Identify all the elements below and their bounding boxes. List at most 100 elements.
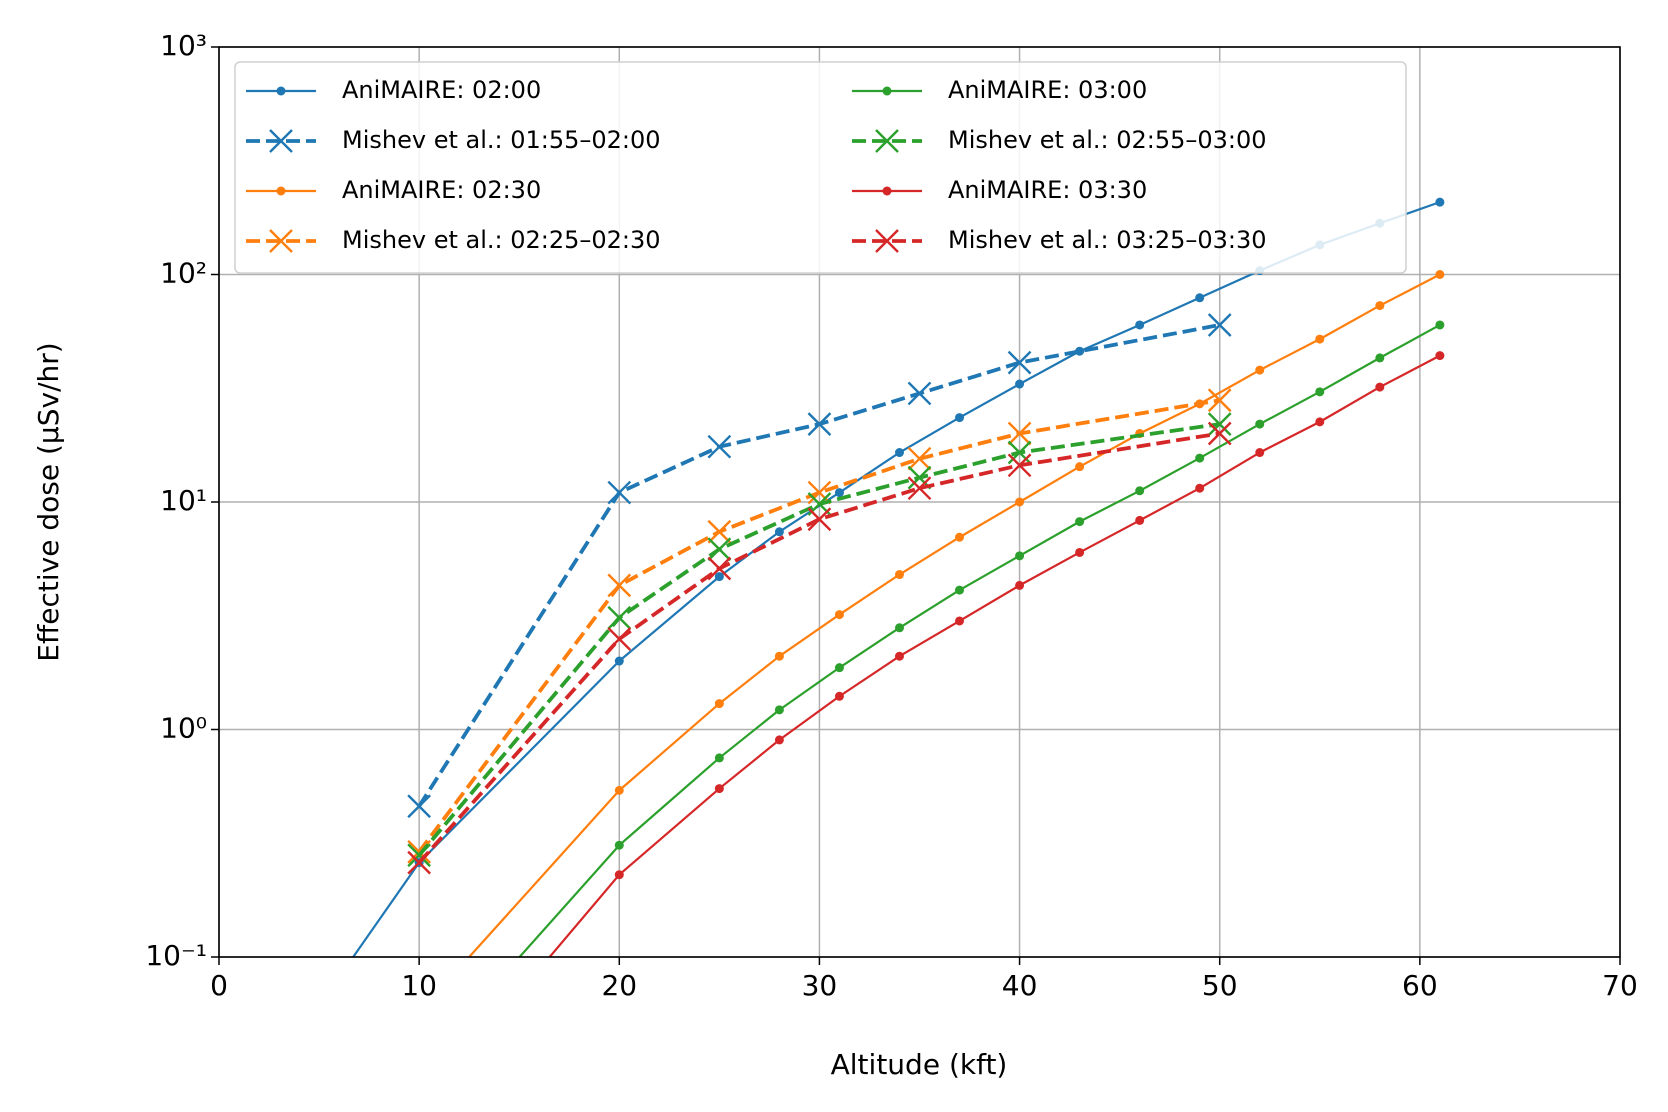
marker-dot [1435,320,1445,330]
marker-dot [1315,387,1325,397]
legend-label: Mishev et al.: 01:55–02:00 [342,126,661,154]
marker-x [607,480,632,505]
marker-dot [714,572,724,582]
marker-dot [1135,515,1145,525]
marker-x [807,412,832,436]
marker-dot [714,784,724,794]
marker-dot [1015,551,1025,561]
marker-dot [1315,417,1325,427]
marker-x [1207,313,1232,337]
marker-dot [955,413,965,423]
x-tick-label: 30 [802,969,838,1002]
marker-dot [1315,334,1325,344]
marker-x [707,519,732,544]
marker-dot [955,532,965,542]
y-axis-label: Effective dose (μSv/hr) [32,342,65,661]
x-tick-label: 40 [1002,969,1038,1002]
x-tick-label: 20 [601,969,637,1002]
marker-dot [276,186,286,196]
marker-x [407,843,431,868]
marker-x [1207,421,1232,446]
x-tick-label: 70 [1602,969,1638,1002]
marker-dot [614,785,624,795]
y-tick-label: 10⁰ [160,712,207,745]
marker-dot [1435,351,1445,361]
marker-dot [1255,365,1265,375]
x-tick-label: 10 [401,969,437,1002]
marker-dot [1375,353,1385,363]
marker-dot [614,840,624,850]
marker-dot [774,651,784,661]
marker-x [1007,350,1032,375]
marker-dot [774,527,784,537]
y-tick-label: 10³ [160,29,207,62]
marker-dot [1435,270,1445,279]
marker-dot [894,623,904,633]
y-tick-label: 10¹ [160,484,207,517]
y-tick-label: 10⁻¹ [145,939,207,972]
marker-x [1207,412,1232,436]
marker-dot [1015,497,1025,507]
marker-dot [774,705,784,715]
marker-dot [774,735,784,745]
marker-dot [714,699,724,709]
marker-dot [882,186,892,196]
marker-dot [1435,197,1445,207]
marker-dot [894,651,904,661]
marker-dot [1255,448,1265,458]
marker-dot [834,488,844,498]
marker-x [607,573,632,598]
marker-dot [834,663,844,673]
marker-dot [1075,517,1085,527]
plot-area [351,197,1445,957]
marker-dot [882,86,892,96]
marker-x [807,507,832,532]
marker-x [907,381,932,406]
marker-dot [1075,547,1085,557]
marker-dot [614,656,624,666]
marker-x [707,434,732,459]
marker-dot [1375,301,1385,311]
x-tick-label: 50 [1202,969,1238,1002]
marker-x [607,605,632,630]
x-tick-label: 60 [1402,969,1438,1002]
legend: AniMAIRE: 02:00 Mishev et al.: 01:55–02:0… [234,61,1407,274]
marker-dot [894,570,904,580]
marker-x [807,480,832,505]
marker-dot [1075,462,1085,472]
x-tick-label: 0 [210,969,228,1002]
legend-label: AniMAIRE: 03:30 [948,176,1147,204]
marker-x [1007,453,1032,478]
legend-label: AniMAIRE: 02:30 [342,176,541,204]
marker-x [875,129,899,153]
marker-x [1007,421,1032,446]
marker-dot [834,691,844,701]
marker-x [707,537,732,562]
marker-dot [1375,382,1385,392]
marker-dot [1135,486,1145,496]
marker-dot [1135,320,1145,330]
marker-x [269,129,293,153]
marker-x [407,794,431,819]
marker-dot [1195,483,1205,493]
x-axis-label: Altitude (kft) [831,1048,1008,1081]
y-tick-label: 10² [160,257,207,290]
marker-dot [1195,293,1205,303]
marker-x [907,476,932,501]
marker-dot [955,616,965,626]
marker-dot [1195,453,1205,463]
marker-x [1007,440,1032,465]
marker-x [607,627,632,651]
marker-x [1207,388,1232,413]
marker-dot [614,870,624,880]
marker-dot [714,753,724,763]
marker-dot [834,610,844,620]
marker-dot [1015,580,1025,590]
legend-label: Mishev et al.: 02:25–02:30 [342,226,661,254]
marker-x [269,229,293,253]
marker-x [907,446,932,471]
ticks: 0 10 20 30 40 50 60 70 10⁻¹ 10⁰ 10¹ 10² 10³ [145,29,1637,1002]
legend-label: Mishev et al.: 02:55–03:00 [948,126,1267,154]
marker-dot [1015,379,1025,389]
